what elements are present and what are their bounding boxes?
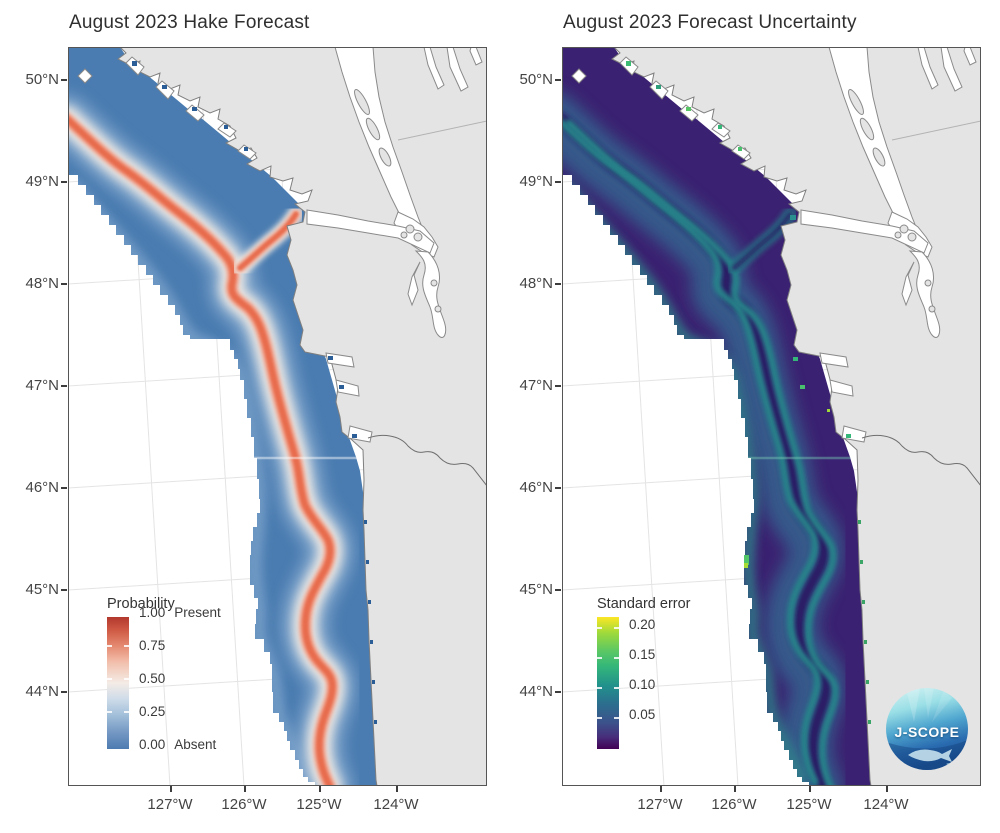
legend-value: 0.20	[629, 617, 656, 632]
jscope-logo: J-SCOPE	[886, 688, 968, 770]
standard-error-legend-title: Standard error	[597, 596, 691, 612]
lon-tick-label: 124°W	[373, 796, 419, 813]
lat-tick-label: 44°N	[25, 683, 59, 700]
axis-tick	[555, 691, 561, 693]
legend-value: 0.50	[139, 671, 166, 686]
axis-tick	[555, 385, 561, 387]
axis-tick	[61, 691, 67, 693]
probability-colorbar	[107, 617, 129, 749]
lon-tick-label: 127°W	[147, 796, 193, 813]
uncertainty-map	[562, 47, 981, 786]
legend-value: 0.15	[629, 647, 656, 662]
standard-error-legend: Standard error 0.20 0.15 0.10 0.05	[597, 596, 707, 749]
legend-value: 1.00	[139, 605, 166, 620]
axis-tick	[809, 786, 811, 792]
uncertainty-bands	[562, 113, 872, 786]
lon-tick-label: 126°W	[711, 796, 757, 813]
lat-tick-label: 46°N	[519, 479, 553, 496]
axis-tick	[555, 79, 561, 81]
legend-value: 0.75	[139, 638, 166, 653]
lat-tick-label: 47°N	[519, 377, 553, 394]
hake-forecast-map	[68, 47, 487, 786]
light-ray	[924, 688, 934, 718]
axis-tick	[555, 487, 561, 489]
lat-tick-label: 48°N	[519, 275, 553, 292]
lat-tick-label: 44°N	[519, 683, 553, 700]
panel-border	[562, 47, 981, 786]
legend-value: 0.10	[629, 677, 656, 692]
axis-tick	[61, 181, 67, 183]
legend-value: 0.25	[139, 704, 166, 719]
lon-tick-label: 125°W	[786, 796, 832, 813]
axis-tick	[734, 786, 736, 792]
left-panel-title: August 2023 Hake Forecast	[69, 12, 310, 33]
lon-tick-label: 126°W	[221, 796, 267, 813]
axis-tick	[61, 283, 67, 285]
axis-tick	[61, 589, 67, 591]
jscope-logo-text: J-SCOPE	[894, 724, 960, 740]
axis-tick	[555, 181, 561, 183]
jscope-logo-image	[886, 688, 968, 770]
lat-tick-label: 50°N	[519, 71, 553, 88]
lat-tick-label: 49°N	[25, 173, 59, 190]
estuary-cells	[626, 61, 871, 724]
right-panel-title: August 2023 Forecast Uncertainty	[563, 12, 857, 33]
lat-tick-label: 46°N	[25, 479, 59, 496]
lat-tick-label: 50°N	[25, 71, 59, 88]
axis-tick	[555, 589, 561, 591]
legend-value: 0.00	[139, 737, 166, 752]
axis-tick	[886, 786, 888, 792]
high-uncertainty-spots	[742, 215, 830, 568]
axis-tick	[555, 283, 561, 285]
lat-tick-label: 48°N	[25, 275, 59, 292]
legend-qualifier: Present	[174, 605, 221, 620]
estuary-cells	[132, 61, 377, 724]
legend-qualifier: Absent	[174, 737, 217, 752]
standard-error-colorbar	[597, 617, 619, 749]
axis-tick	[244, 786, 246, 792]
lon-tick-label: 124°W	[863, 796, 909, 813]
axis-tick	[319, 786, 321, 792]
axis-tick	[660, 786, 662, 792]
lat-tick-label: 45°N	[25, 581, 59, 598]
lat-tick-label: 49°N	[519, 173, 553, 190]
axis-tick	[396, 786, 398, 792]
axis-tick	[61, 79, 67, 81]
axis-tick	[61, 385, 67, 387]
light-ray	[906, 688, 920, 722]
light-ray	[932, 690, 952, 722]
axis-tick	[61, 487, 67, 489]
probability-legend-title: Probability	[107, 596, 175, 612]
lon-tick-label: 127°W	[637, 796, 683, 813]
lat-tick-label: 45°N	[519, 581, 553, 598]
legend-value: 0.05	[629, 707, 656, 722]
lon-tick-label: 125°W	[296, 796, 342, 813]
panel-border	[68, 47, 487, 786]
fish-silhouette	[908, 749, 952, 762]
axis-tick	[170, 786, 172, 792]
lat-tick-label: 47°N	[25, 377, 59, 394]
probability-legend: Probability 1.00 Present 0.75 0.50 0.25 0…	[107, 596, 237, 752]
probability-ribbon	[68, 118, 378, 786]
